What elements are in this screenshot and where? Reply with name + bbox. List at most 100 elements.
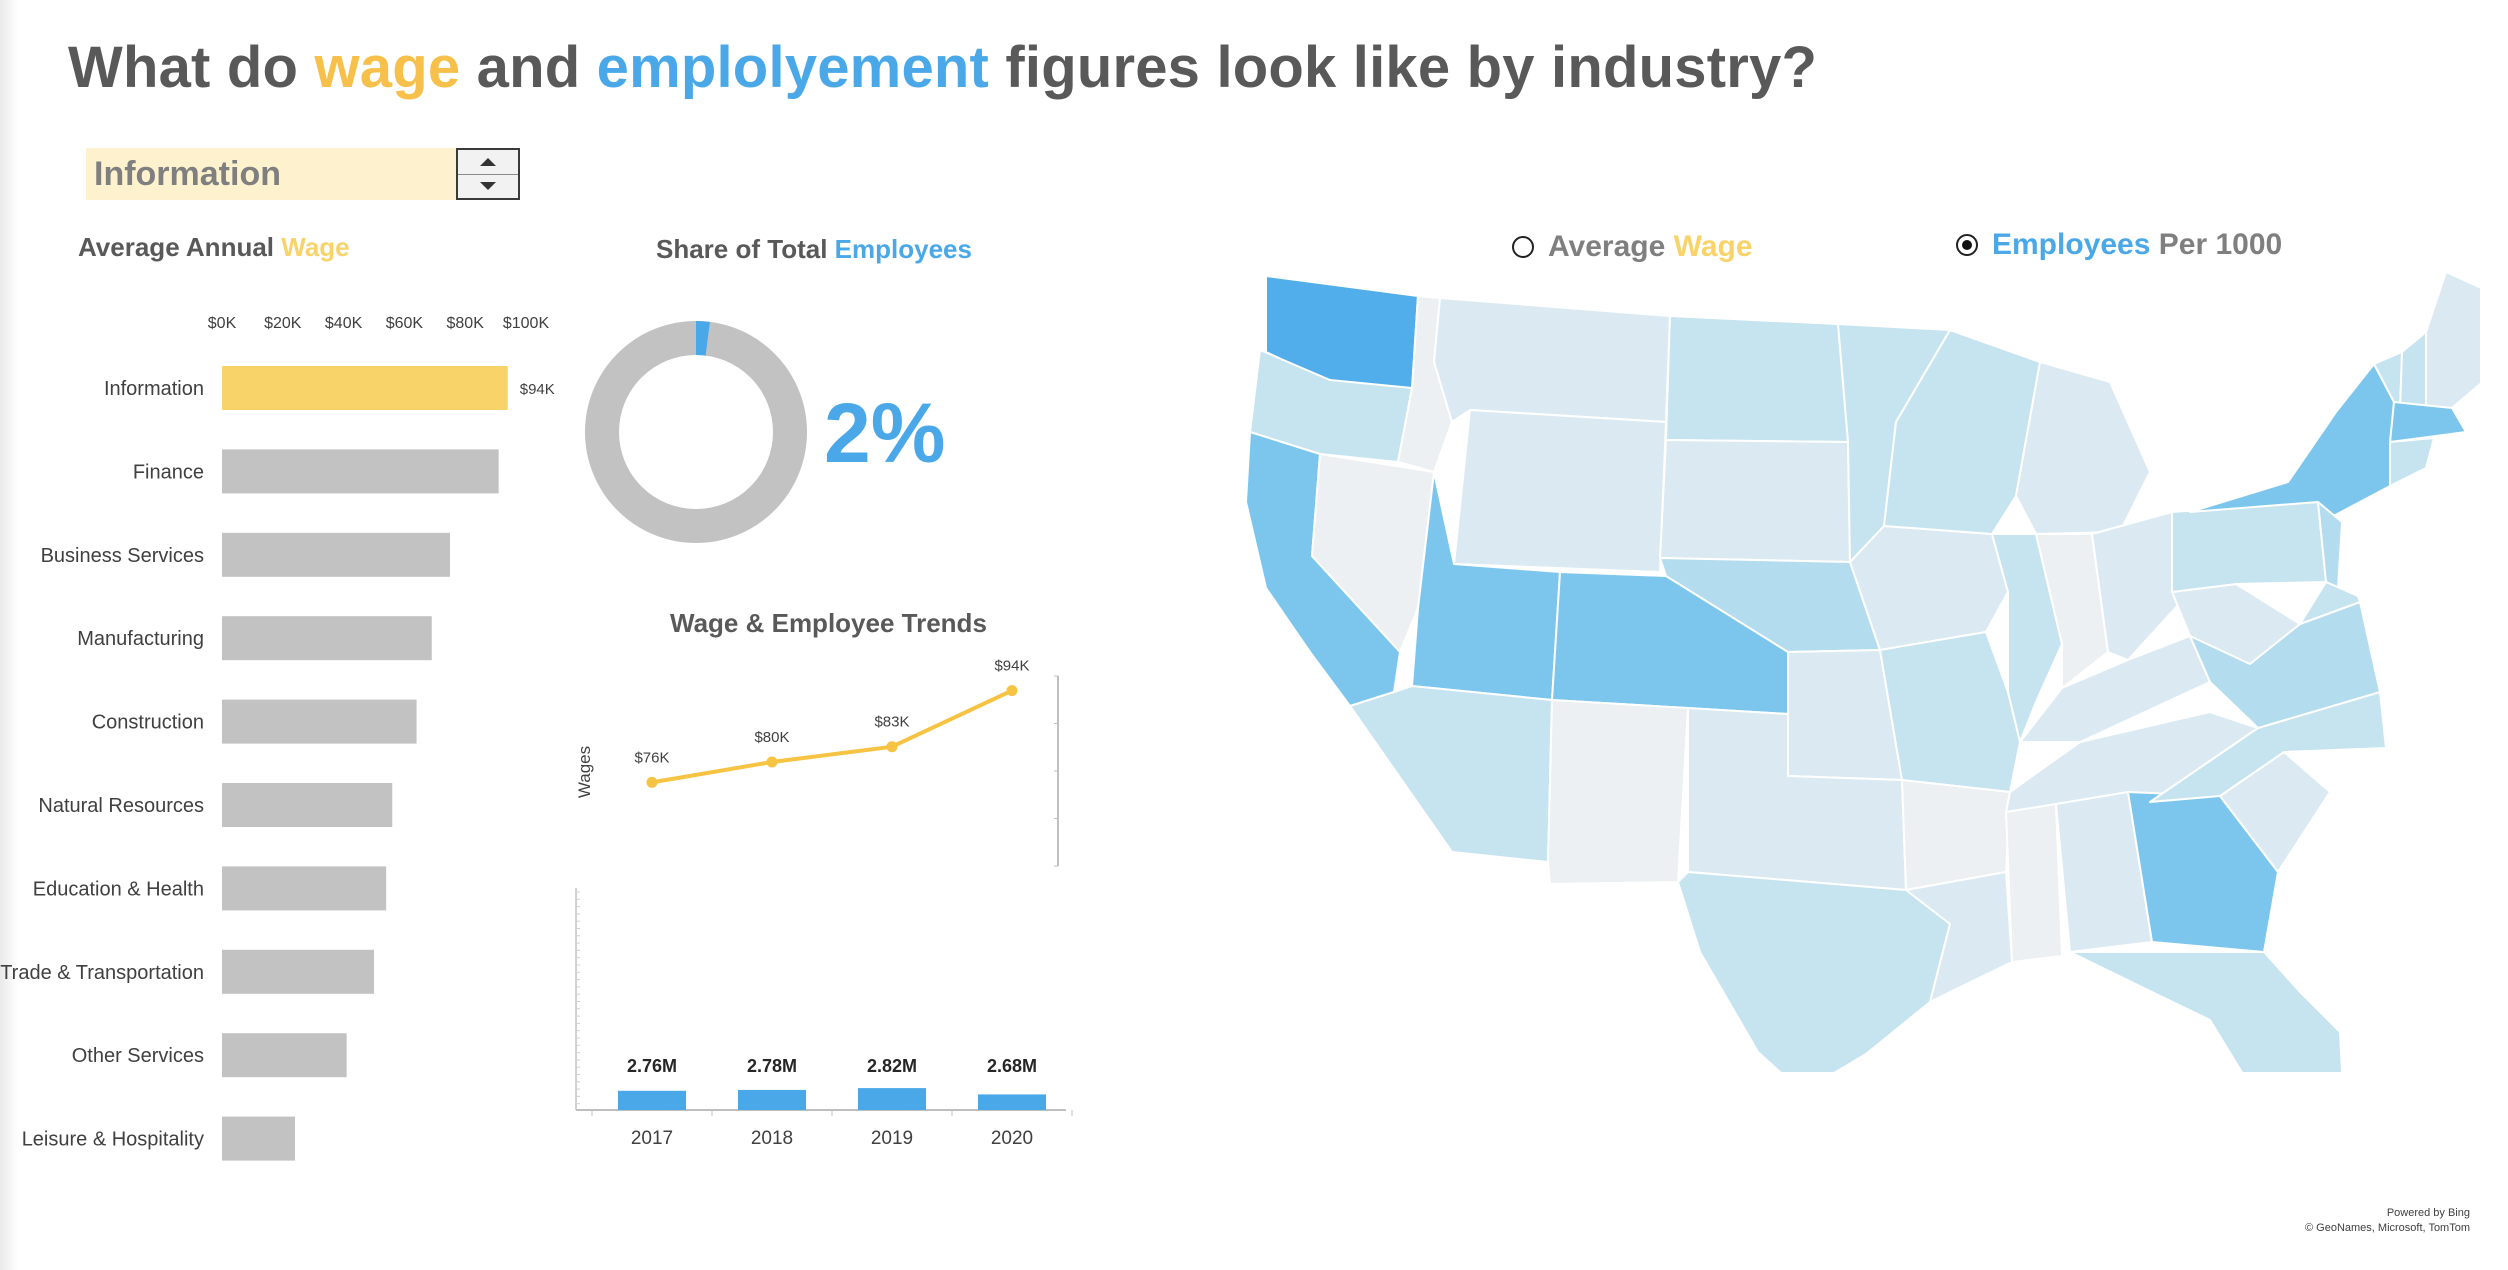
year-label: 2017 <box>631 1128 673 1149</box>
donut-slice-highlight <box>585 321 807 543</box>
wage-trend-label: $94K <box>994 658 1029 675</box>
wage-bar <box>222 532 450 577</box>
wage-trend-label: $83K <box>874 714 909 731</box>
map-state-maine[interactable] <box>2425 272 2480 413</box>
wage-trend-label: $76K <box>634 749 669 766</box>
industry-spinner[interactable] <box>456 148 520 200</box>
map-attribution-line1: Powered by Bing <box>2386 1207 2470 1219</box>
wage-data-label: $94K <box>520 381 555 398</box>
employee-trend-bar-chart: 2.76M 2017 2.78M 2018 2.82M 2019 2.68M 2020 <box>575 888 1073 1149</box>
donut-slice-other <box>585 321 807 543</box>
us-choropleth-map[interactable] <box>1190 272 2480 1072</box>
donut-chart-heading: Share of Total Employees <box>656 234 972 264</box>
wage-trend-label: $80K <box>754 729 789 746</box>
wage-bar <box>222 366 508 410</box>
map-state-nevada[interactable] <box>1311 453 1435 653</box>
employee-bar-label: 2.82M <box>867 1056 917 1076</box>
map-toggle-wage-label: Average Wage <box>1548 230 1753 263</box>
category-label: Manufacturing <box>77 628 204 650</box>
map-state-texas[interactable] <box>1677 871 1951 1072</box>
y-axis-label: Wages <box>575 746 594 798</box>
map-state-arizona[interactable] <box>1349 685 1553 863</box>
wage-bar <box>222 449 499 494</box>
map-state-mississippi[interactable] <box>2005 803 2063 963</box>
map-state-north-dakota[interactable] <box>1665 315 1849 443</box>
map-state-south-dakota[interactable] <box>1659 439 1851 563</box>
wage-bar <box>222 699 417 744</box>
category-label: Finance <box>133 461 204 483</box>
map-state-montana[interactable] <box>1433 297 1671 423</box>
map-state-indiana[interactable] <box>2035 533 2109 689</box>
wage-trend-point <box>766 756 778 768</box>
employee-bar-label: 2.76M <box>627 1056 677 1076</box>
spin-up-button[interactable] <box>458 150 518 175</box>
employee-bar-label: 2.78M <box>747 1056 797 1076</box>
map-state-new-york[interactable] <box>2189 363 2395 521</box>
radio-icon[interactable] <box>1956 234 1978 256</box>
category-label: Trade & Transportation <box>0 962 204 984</box>
employee-bar <box>858 1088 926 1110</box>
wage-trend-point <box>886 741 898 753</box>
x-tick-label: $0K <box>208 315 237 332</box>
wage-bar <box>222 1033 347 1078</box>
employee-bar-label: 2.68M <box>987 1056 1037 1076</box>
map-state-massachusetts[interactable] <box>2389 401 2467 443</box>
year-label: 2019 <box>871 1128 913 1149</box>
category-label: Natural Resources <box>38 795 204 817</box>
radio-icon[interactable] <box>1512 236 1534 258</box>
map-state-wyoming[interactable] <box>1453 409 1667 573</box>
map-state-new-mexico[interactable] <box>1547 699 1689 885</box>
spin-up-icon <box>480 158 496 166</box>
category-label: Information <box>104 378 204 400</box>
year-label: 2018 <box>751 1128 793 1149</box>
spin-down-button[interactable] <box>458 174 518 198</box>
category-label: Education & Health <box>33 878 204 900</box>
year-label: 2020 <box>991 1128 1033 1149</box>
wage-bar <box>222 783 393 827</box>
map-state-connecticut[interactable] <box>2389 437 2435 487</box>
wage-trend-line-chart: Wages $76K $80K $83K $94K <box>575 658 1059 867</box>
map-attribution-line2: © GeoNames, Microsoft, TomTom <box>2305 1222 2470 1234</box>
x-tick-label: $100K <box>503 315 550 332</box>
map-state-louisiana[interactable] <box>1905 871 2013 1003</box>
map-state-pennsylvania[interactable] <box>2171 501 2327 593</box>
employee-bar <box>738 1089 806 1110</box>
x-tick-label: $20K <box>264 315 302 332</box>
map-toggle-average-wage[interactable]: Average Wage <box>1512 230 1753 264</box>
map-state-florida[interactable] <box>2069 951 2346 1072</box>
donut-percentage: 2% <box>824 386 945 480</box>
wage-bar <box>222 866 387 911</box>
wage-trend-line <box>651 688 1013 785</box>
industry-selector-value[interactable]: Information <box>86 148 458 200</box>
wage-bar <box>222 1116 295 1161</box>
x-tick-label: $80K <box>447 315 485 332</box>
category-label: Business Services <box>41 545 204 567</box>
wage-bar <box>222 949 374 994</box>
map-state-maryland[interactable] <box>2299 581 2361 625</box>
map-toggle-employees-label: Employees Per 1000 <box>1992 228 2283 261</box>
page-title: What do wage and emplolyement figures lo… <box>68 35 1818 100</box>
wage-bar-chart: $0K $20K $40K $60K $80K $100K Information $94K F… <box>0 315 555 1161</box>
employee-bar <box>978 1094 1046 1110</box>
industry-selector[interactable]: Information <box>86 148 520 200</box>
wage-bar <box>222 616 432 661</box>
map-state-new-hampshire[interactable] <box>2399 331 2427 413</box>
map-state-missouri[interactable] <box>1879 631 2021 793</box>
spin-down-icon <box>480 182 496 190</box>
bar-chart-heading: Average Annual Wage <box>78 232 350 262</box>
wage-trend-point <box>646 776 658 788</box>
trend-chart-heading: Wage & Employee Trends <box>670 608 987 638</box>
employee-share-donut: 2% <box>585 321 945 543</box>
category-label: Construction <box>92 712 204 734</box>
category-label: Leisure & Hospitality <box>22 1129 204 1151</box>
map-attribution: Powered by Bing © GeoNames, Microsoft, T… <box>2305 1206 2470 1236</box>
wage-trend-point <box>1006 685 1018 697</box>
x-tick-label: $60K <box>386 315 424 332</box>
map-state-michigan[interactable] <box>2015 361 2151 535</box>
map-state-ohio[interactable] <box>2091 511 2191 661</box>
x-tick-label: $40K <box>325 315 363 332</box>
category-label: Other Services <box>72 1045 204 1067</box>
map-toggle-employees-per-1000[interactable]: Employees Per 1000 <box>1956 228 2282 262</box>
page-edge-shadow <box>0 0 18 1270</box>
employee-bar <box>618 1090 686 1110</box>
